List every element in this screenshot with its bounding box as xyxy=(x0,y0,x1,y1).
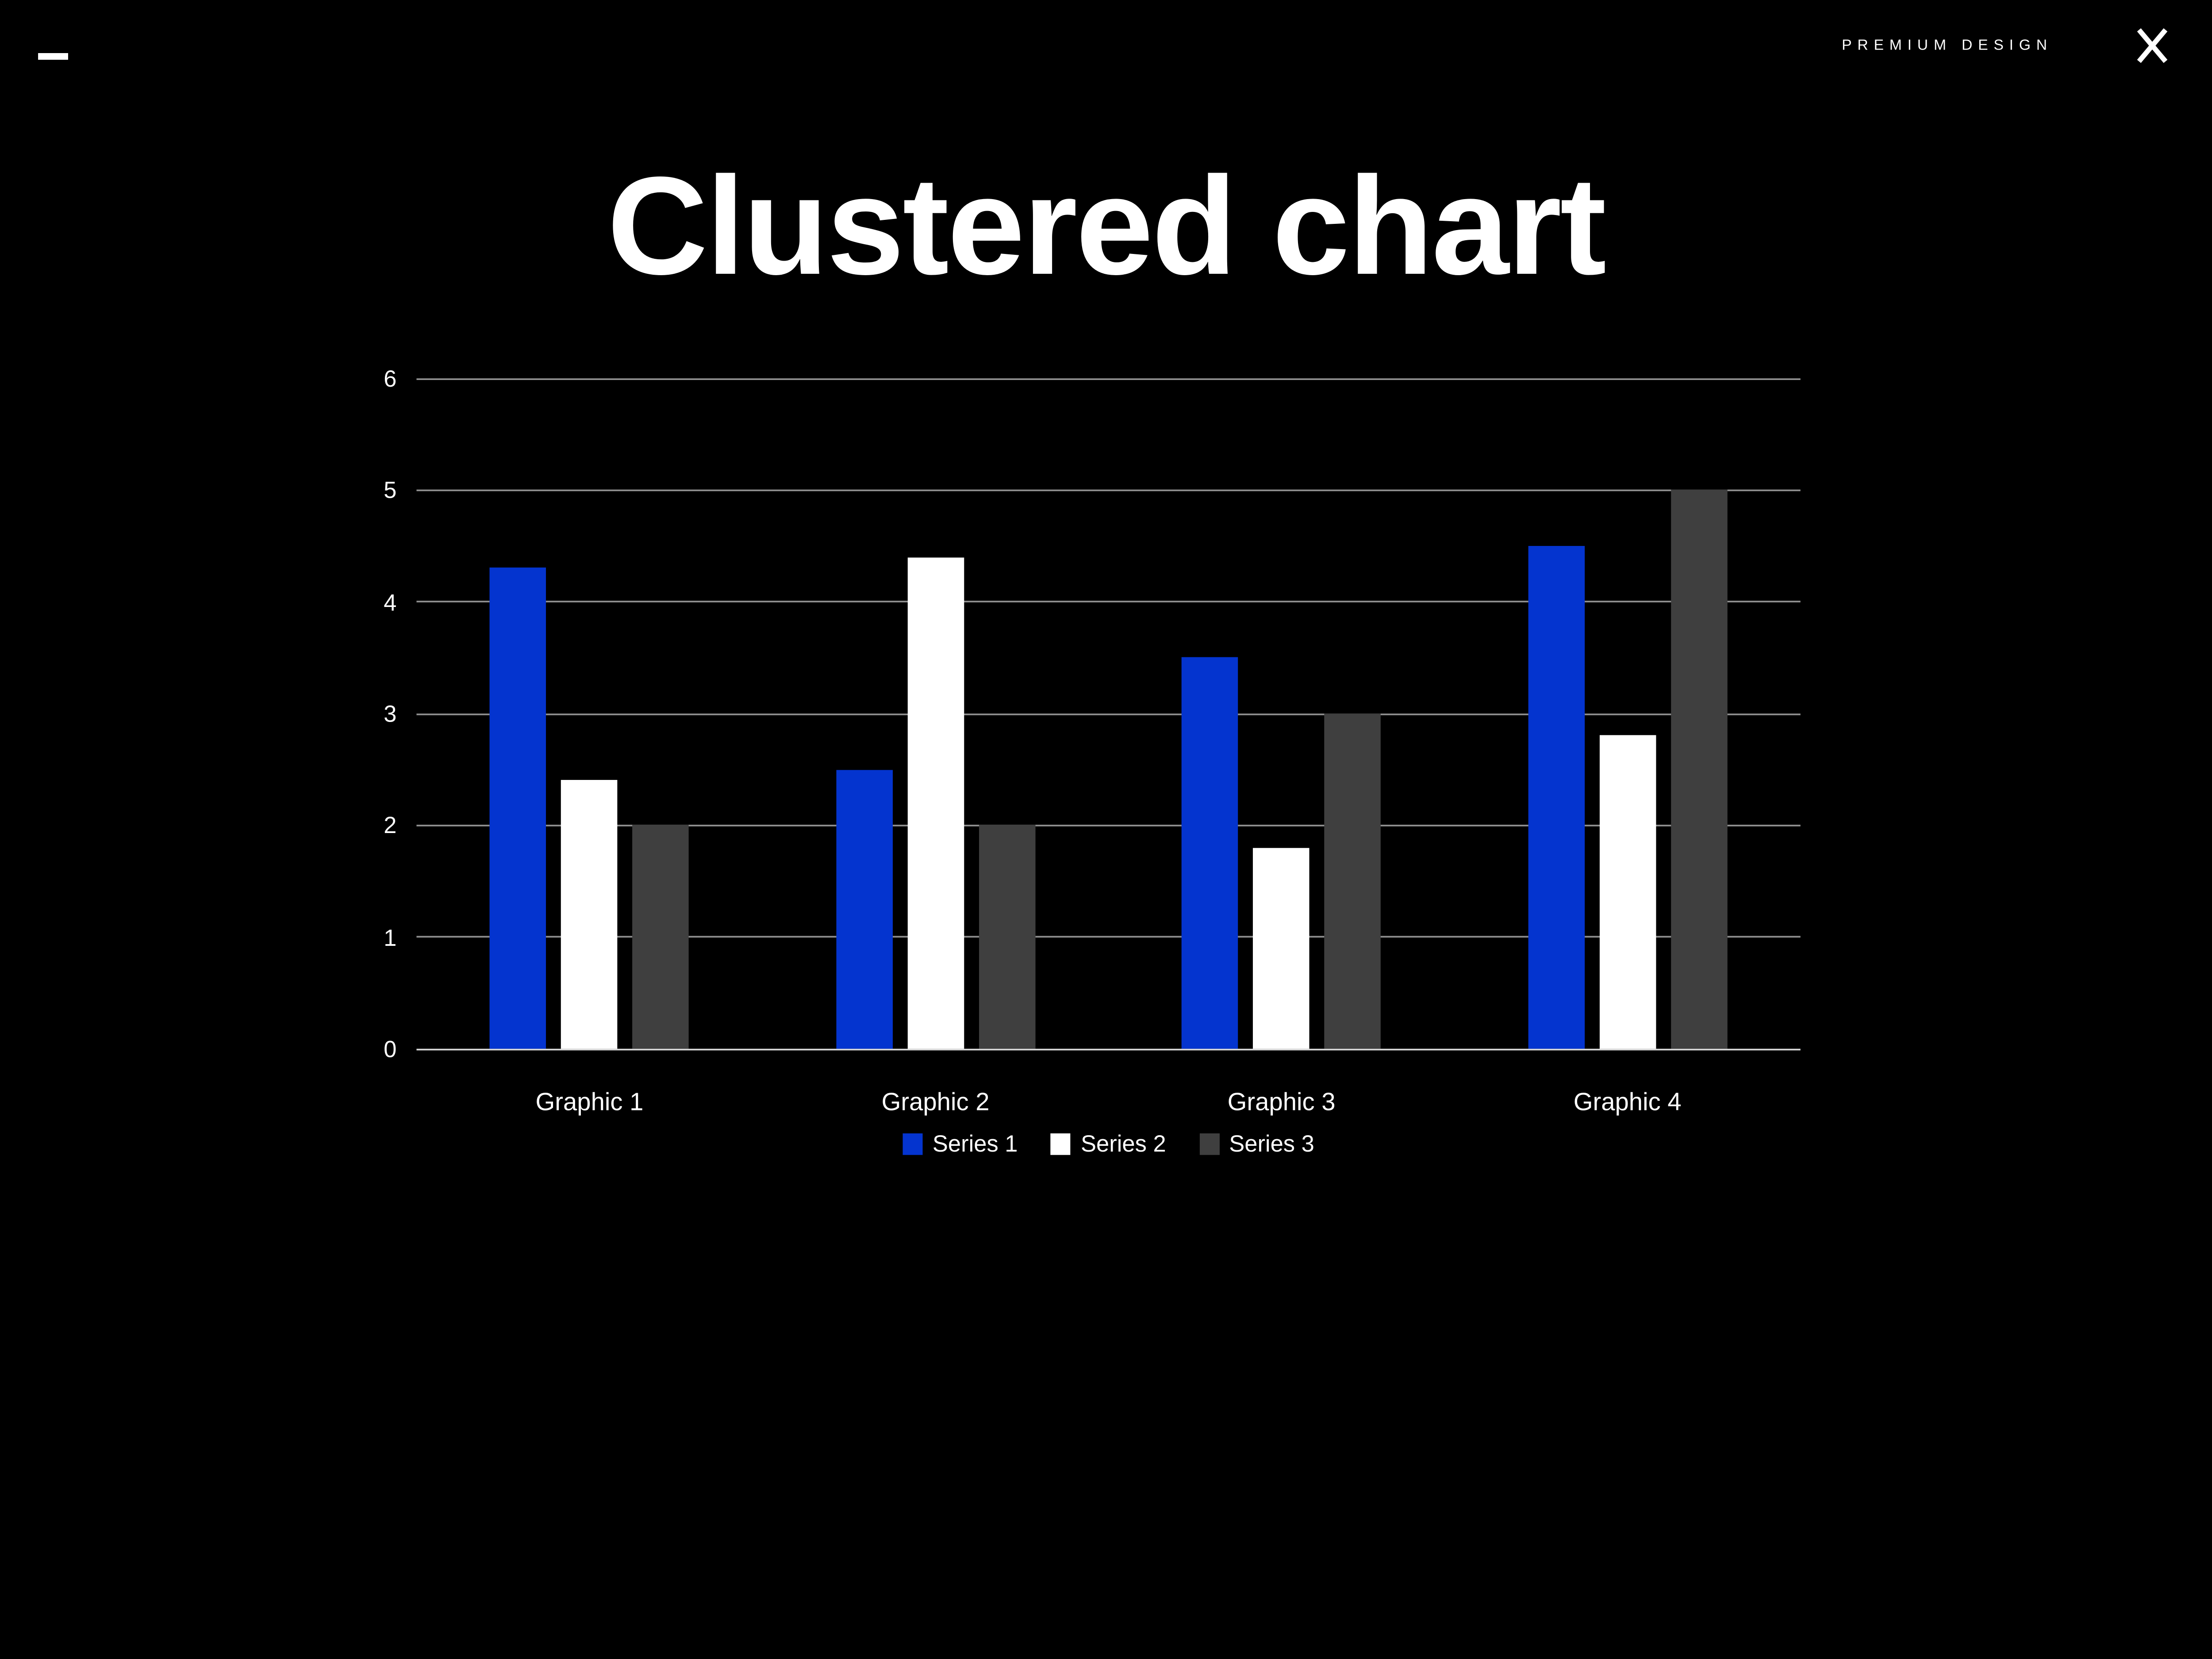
bar-series1-graphic1 xyxy=(490,568,546,1049)
bar-series1-graphic3 xyxy=(1182,657,1239,1049)
legend-label: Series 2 xyxy=(1081,1130,1166,1157)
gridline-y-5 xyxy=(416,489,1801,491)
bar-series3-graphic4 xyxy=(1671,490,1727,1049)
gridline-y-1 xyxy=(416,936,1801,938)
y-axis-tick-label-1: 1 xyxy=(384,923,397,950)
x-axis-category-label: Graphic 3 xyxy=(1227,1088,1336,1117)
x-axis-line xyxy=(416,1048,1801,1050)
bar-series2-graphic3 xyxy=(1253,848,1310,1049)
x-axis-category-label: Graphic 2 xyxy=(881,1088,990,1117)
gridline-y-3 xyxy=(416,713,1801,714)
brand-label: PREMIUM DESIGN xyxy=(1842,36,2053,54)
bar-series2-graphic1 xyxy=(561,780,618,1049)
chart-legend: Series 1 Series 2 Series 3 xyxy=(416,1130,1800,1156)
y-axis-tick-label-3: 3 xyxy=(384,700,397,727)
y-axis-tick-label-5: 5 xyxy=(384,476,397,503)
legend-item-series1: Series 1 xyxy=(902,1130,1018,1156)
bar-series1-graphic4 xyxy=(1528,546,1585,1049)
slide: PREMIUM DESIGN Clustered chart 0 1 2 3 4 5 6 Gr… xyxy=(38,22,2175,1157)
legend-item-series3: Series 3 xyxy=(1199,1130,1314,1156)
gridline-y-4 xyxy=(416,601,1801,603)
legend-swatch-icon xyxy=(1051,1133,1071,1154)
x-axis-category-label: Graphic 1 xyxy=(535,1088,644,1117)
y-axis-tick-label-0: 0 xyxy=(384,1035,397,1062)
y-axis-tick-label-4: 4 xyxy=(384,588,397,615)
bar-series1-graphic2 xyxy=(836,769,893,1049)
bar-series3-graphic3 xyxy=(1325,713,1381,1049)
hamburger-bar xyxy=(38,53,68,60)
x-axis-category-label: Graphic 4 xyxy=(1573,1088,1682,1117)
y-axis-tick-label-2: 2 xyxy=(384,812,397,839)
y-axis-tick-label-6: 6 xyxy=(384,365,397,392)
bar-series2-graphic4 xyxy=(1599,736,1656,1049)
bar-series2-graphic2 xyxy=(907,557,964,1049)
hamburger-menu-icon[interactable] xyxy=(38,23,68,60)
legend-label: Series 3 xyxy=(1229,1130,1314,1157)
legend-swatch-icon xyxy=(1199,1133,1219,1154)
gridline-y-2 xyxy=(416,824,1801,826)
legend-swatch-icon xyxy=(902,1133,923,1154)
bar-series3-graphic1 xyxy=(633,825,689,1049)
gridline-y-6 xyxy=(416,377,1801,380)
page-title: Clustered chart xyxy=(607,147,1606,304)
stage: PREMIUM DESIGN Clustered chart 0 1 2 3 4 5 6 Gr… xyxy=(38,22,2175,1157)
chart-plot-area: 0 1 2 3 4 5 6 Graphic 1 Graphic 2 Graphic 3 Graphi… xyxy=(384,365,1801,1117)
bar-series3-graphic2 xyxy=(979,825,1035,1049)
legend-item-series2: Series 2 xyxy=(1051,1130,1166,1156)
legend-label: Series 1 xyxy=(932,1130,1018,1157)
close-icon[interactable] xyxy=(2129,22,2175,68)
